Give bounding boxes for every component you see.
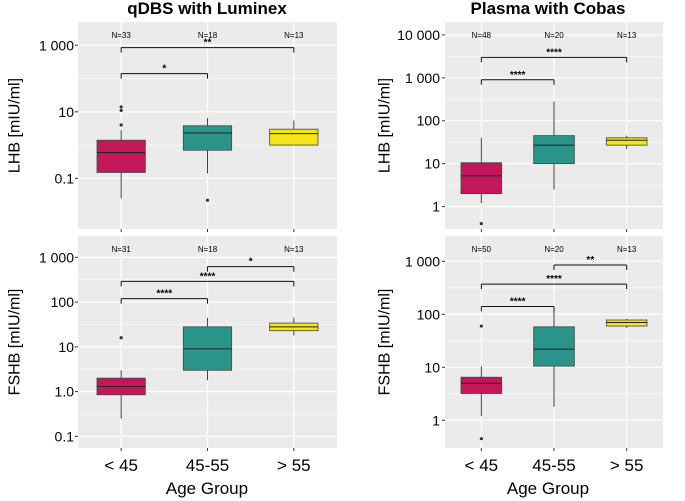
iqr-box <box>605 319 648 327</box>
y-tick-label: 10 <box>58 104 74 120</box>
sample-size-label: N=33 <box>111 31 131 40</box>
significance-bracket: **** <box>480 274 628 290</box>
significance-label: **** <box>157 289 173 300</box>
outlier-point <box>119 108 123 113</box>
outlier-point <box>119 123 123 127</box>
y-tick-label: 100 <box>51 294 75 310</box>
significance-label: **** <box>510 297 526 308</box>
box-1 <box>96 105 146 199</box>
y-tick-label: 0.1 <box>55 170 75 186</box>
significance-bracket: **** <box>120 289 208 304</box>
sample-size-label: N=13 <box>284 31 304 40</box>
significance-bracket: **** <box>480 297 555 312</box>
y-axis-label: FSHB [mIU/ml] <box>7 289 24 396</box>
significance-label: * <box>249 257 253 268</box>
iqr-box <box>182 125 233 151</box>
outlier-point <box>119 336 123 340</box>
y-tick-label: 1 <box>432 412 440 428</box>
significance-bracket: **** <box>480 47 628 63</box>
y-tick-label: 1 000 <box>405 253 440 269</box>
significance-label: **** <box>546 47 562 58</box>
significance-bracket: * <box>120 64 208 79</box>
x-tick-label: < 45 <box>465 456 499 475</box>
iqr-box <box>460 162 503 195</box>
right-panel-title: Plasma with Cobas <box>471 0 626 18</box>
significance-label: **** <box>200 271 216 282</box>
significance-bracket: ** <box>553 255 628 271</box>
y-tick-label: 1.0 <box>55 384 75 400</box>
iqr-box <box>460 376 503 394</box>
iqr-box <box>96 139 146 173</box>
y-tick-label: 100 <box>417 306 441 322</box>
y-axis-label: LHB [mIU/ml] <box>377 78 394 173</box>
significance-bracket: * <box>207 257 295 272</box>
significance-label: **** <box>546 274 562 285</box>
y-tick-label: 1 000 <box>39 37 74 53</box>
y-tick-label: 10 000 <box>397 27 440 43</box>
y-tick-label: 1 000 <box>405 70 440 86</box>
box-3 <box>269 317 319 336</box>
right-x-axis-title: Age Group <box>507 479 589 498</box>
iqr-box <box>533 135 575 165</box>
sample-size-label: N=48 <box>472 31 492 40</box>
sample-size-label: N=13 <box>284 245 304 254</box>
box-3 <box>605 135 648 149</box>
y-axis-label: LHB [mIU/ml] <box>7 78 24 173</box>
box-2 <box>533 310 575 407</box>
significance-label: * <box>162 64 166 75</box>
sample-size-label: N=20 <box>544 245 564 254</box>
outlier-point <box>479 324 483 328</box>
y-tick-label: 10 <box>58 339 74 355</box>
box-2 <box>533 101 575 190</box>
y-tick-label: 1 000 <box>39 249 74 265</box>
panel-lhb-plasma: 1 10 100 1 000 10 000 LHB [mIU/ml] N=48 N=20 N=1… <box>377 22 663 232</box>
sample-size-label: N=13 <box>617 31 637 40</box>
sample-size-label: N=13 <box>617 245 637 254</box>
outlier-point <box>205 198 210 202</box>
panel-fshb-qdbs: 0.1 1.0 10 100 1 000 < 45 45-55 > 55 FSHB [mIU/m… <box>7 236 337 475</box>
outlier-point <box>479 222 483 226</box>
significance-bracket: **** <box>480 70 555 85</box>
x-tick-label: > 55 <box>610 456 644 475</box>
sample-size-label: N=18 <box>198 31 218 40</box>
y-tick-label: 10 <box>424 359 440 375</box>
significance-bracket: ** <box>120 38 295 53</box>
significance-bracket: **** <box>120 271 295 287</box>
significance-label: **** <box>510 70 526 81</box>
sample-size-label: N=50 <box>472 245 492 254</box>
left-panel-title: qDBS with Luminex <box>127 0 287 18</box>
iqr-box <box>269 128 319 146</box>
box-1 <box>460 324 503 441</box>
significance-label: ** <box>586 255 594 266</box>
outlier-point <box>119 105 123 109</box>
x-tick-label: > 55 <box>277 456 311 475</box>
x-tick-label: < 45 <box>104 456 138 475</box>
sample-size-label: N=20 <box>544 31 564 40</box>
left-x-axis-title: Age Group <box>166 479 248 498</box>
box-3 <box>605 318 648 329</box>
iqr-box <box>533 326 575 367</box>
y-tick-label: 1 <box>432 199 440 215</box>
y-tick-label: 10 <box>424 156 440 172</box>
sample-size-label: N=18 <box>198 245 218 254</box>
box-2 <box>182 317 233 381</box>
box-3 <box>269 120 319 146</box>
y-tick-label: 100 <box>417 113 441 129</box>
box-1 <box>96 336 146 419</box>
box-1 <box>460 137 503 226</box>
x-tick-label: 45-55 <box>532 456 575 475</box>
panel-fshb-plasma: 1 10 100 1 000 < 45 45-55 > 55 FSHB [mIU/ml] N=5… <box>377 236 663 475</box>
significance-label: ** <box>204 38 212 49</box>
y-tick-label: 0.1 <box>55 428 75 444</box>
outlier-point <box>479 437 483 441</box>
iqr-box <box>605 137 648 146</box>
y-axis-label: FSHB [mIU/ml] <box>377 289 394 396</box>
sample-size-label: N=31 <box>111 245 131 254</box>
x-tick-label: 45-55 <box>186 456 229 475</box>
box-2 <box>182 118 233 202</box>
